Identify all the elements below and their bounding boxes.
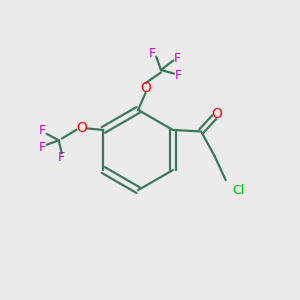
Text: F: F (58, 151, 65, 164)
Text: O: O (140, 82, 151, 95)
Text: F: F (39, 124, 46, 137)
Text: O: O (76, 122, 87, 136)
Text: O: O (211, 107, 222, 121)
Text: Cl: Cl (232, 184, 244, 197)
Text: F: F (39, 141, 46, 154)
Text: F: F (175, 69, 182, 82)
Text: F: F (149, 47, 156, 60)
Text: F: F (174, 52, 181, 65)
